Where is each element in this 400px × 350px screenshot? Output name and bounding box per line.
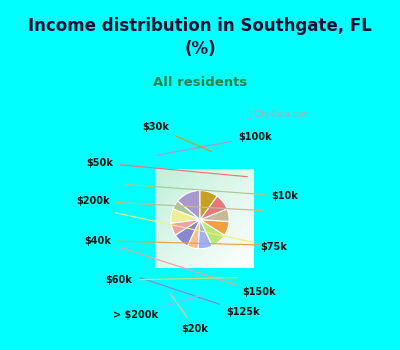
- Text: ⓘ City-Data.com: ⓘ City-Data.com: [247, 110, 309, 119]
- Wedge shape: [188, 220, 200, 249]
- Wedge shape: [173, 201, 200, 220]
- Text: $30k: $30k: [142, 122, 212, 152]
- Wedge shape: [171, 209, 200, 223]
- Text: All residents: All residents: [153, 76, 247, 89]
- Wedge shape: [198, 220, 212, 249]
- Wedge shape: [200, 220, 224, 246]
- Wedge shape: [171, 220, 200, 235]
- Wedge shape: [200, 220, 229, 235]
- Text: $125k: $125k: [140, 278, 260, 317]
- Text: > $200k: > $200k: [113, 295, 203, 320]
- Text: $40k: $40k: [84, 236, 259, 246]
- Wedge shape: [178, 190, 200, 220]
- Text: $60k: $60k: [105, 275, 238, 285]
- Text: $10k: $10k: [125, 184, 298, 201]
- Text: $20k: $20k: [170, 294, 208, 334]
- Text: Income distribution in Southgate, FL
(%): Income distribution in Southgate, FL (%): [28, 17, 372, 57]
- Text: $50k: $50k: [87, 158, 247, 177]
- Wedge shape: [176, 220, 200, 246]
- Text: $100k: $100k: [157, 132, 272, 155]
- Wedge shape: [200, 196, 227, 220]
- Text: $75k: $75k: [116, 213, 288, 252]
- Text: $200k: $200k: [76, 196, 262, 210]
- Wedge shape: [200, 190, 217, 220]
- Wedge shape: [200, 209, 229, 222]
- Text: $150k: $150k: [119, 247, 276, 298]
